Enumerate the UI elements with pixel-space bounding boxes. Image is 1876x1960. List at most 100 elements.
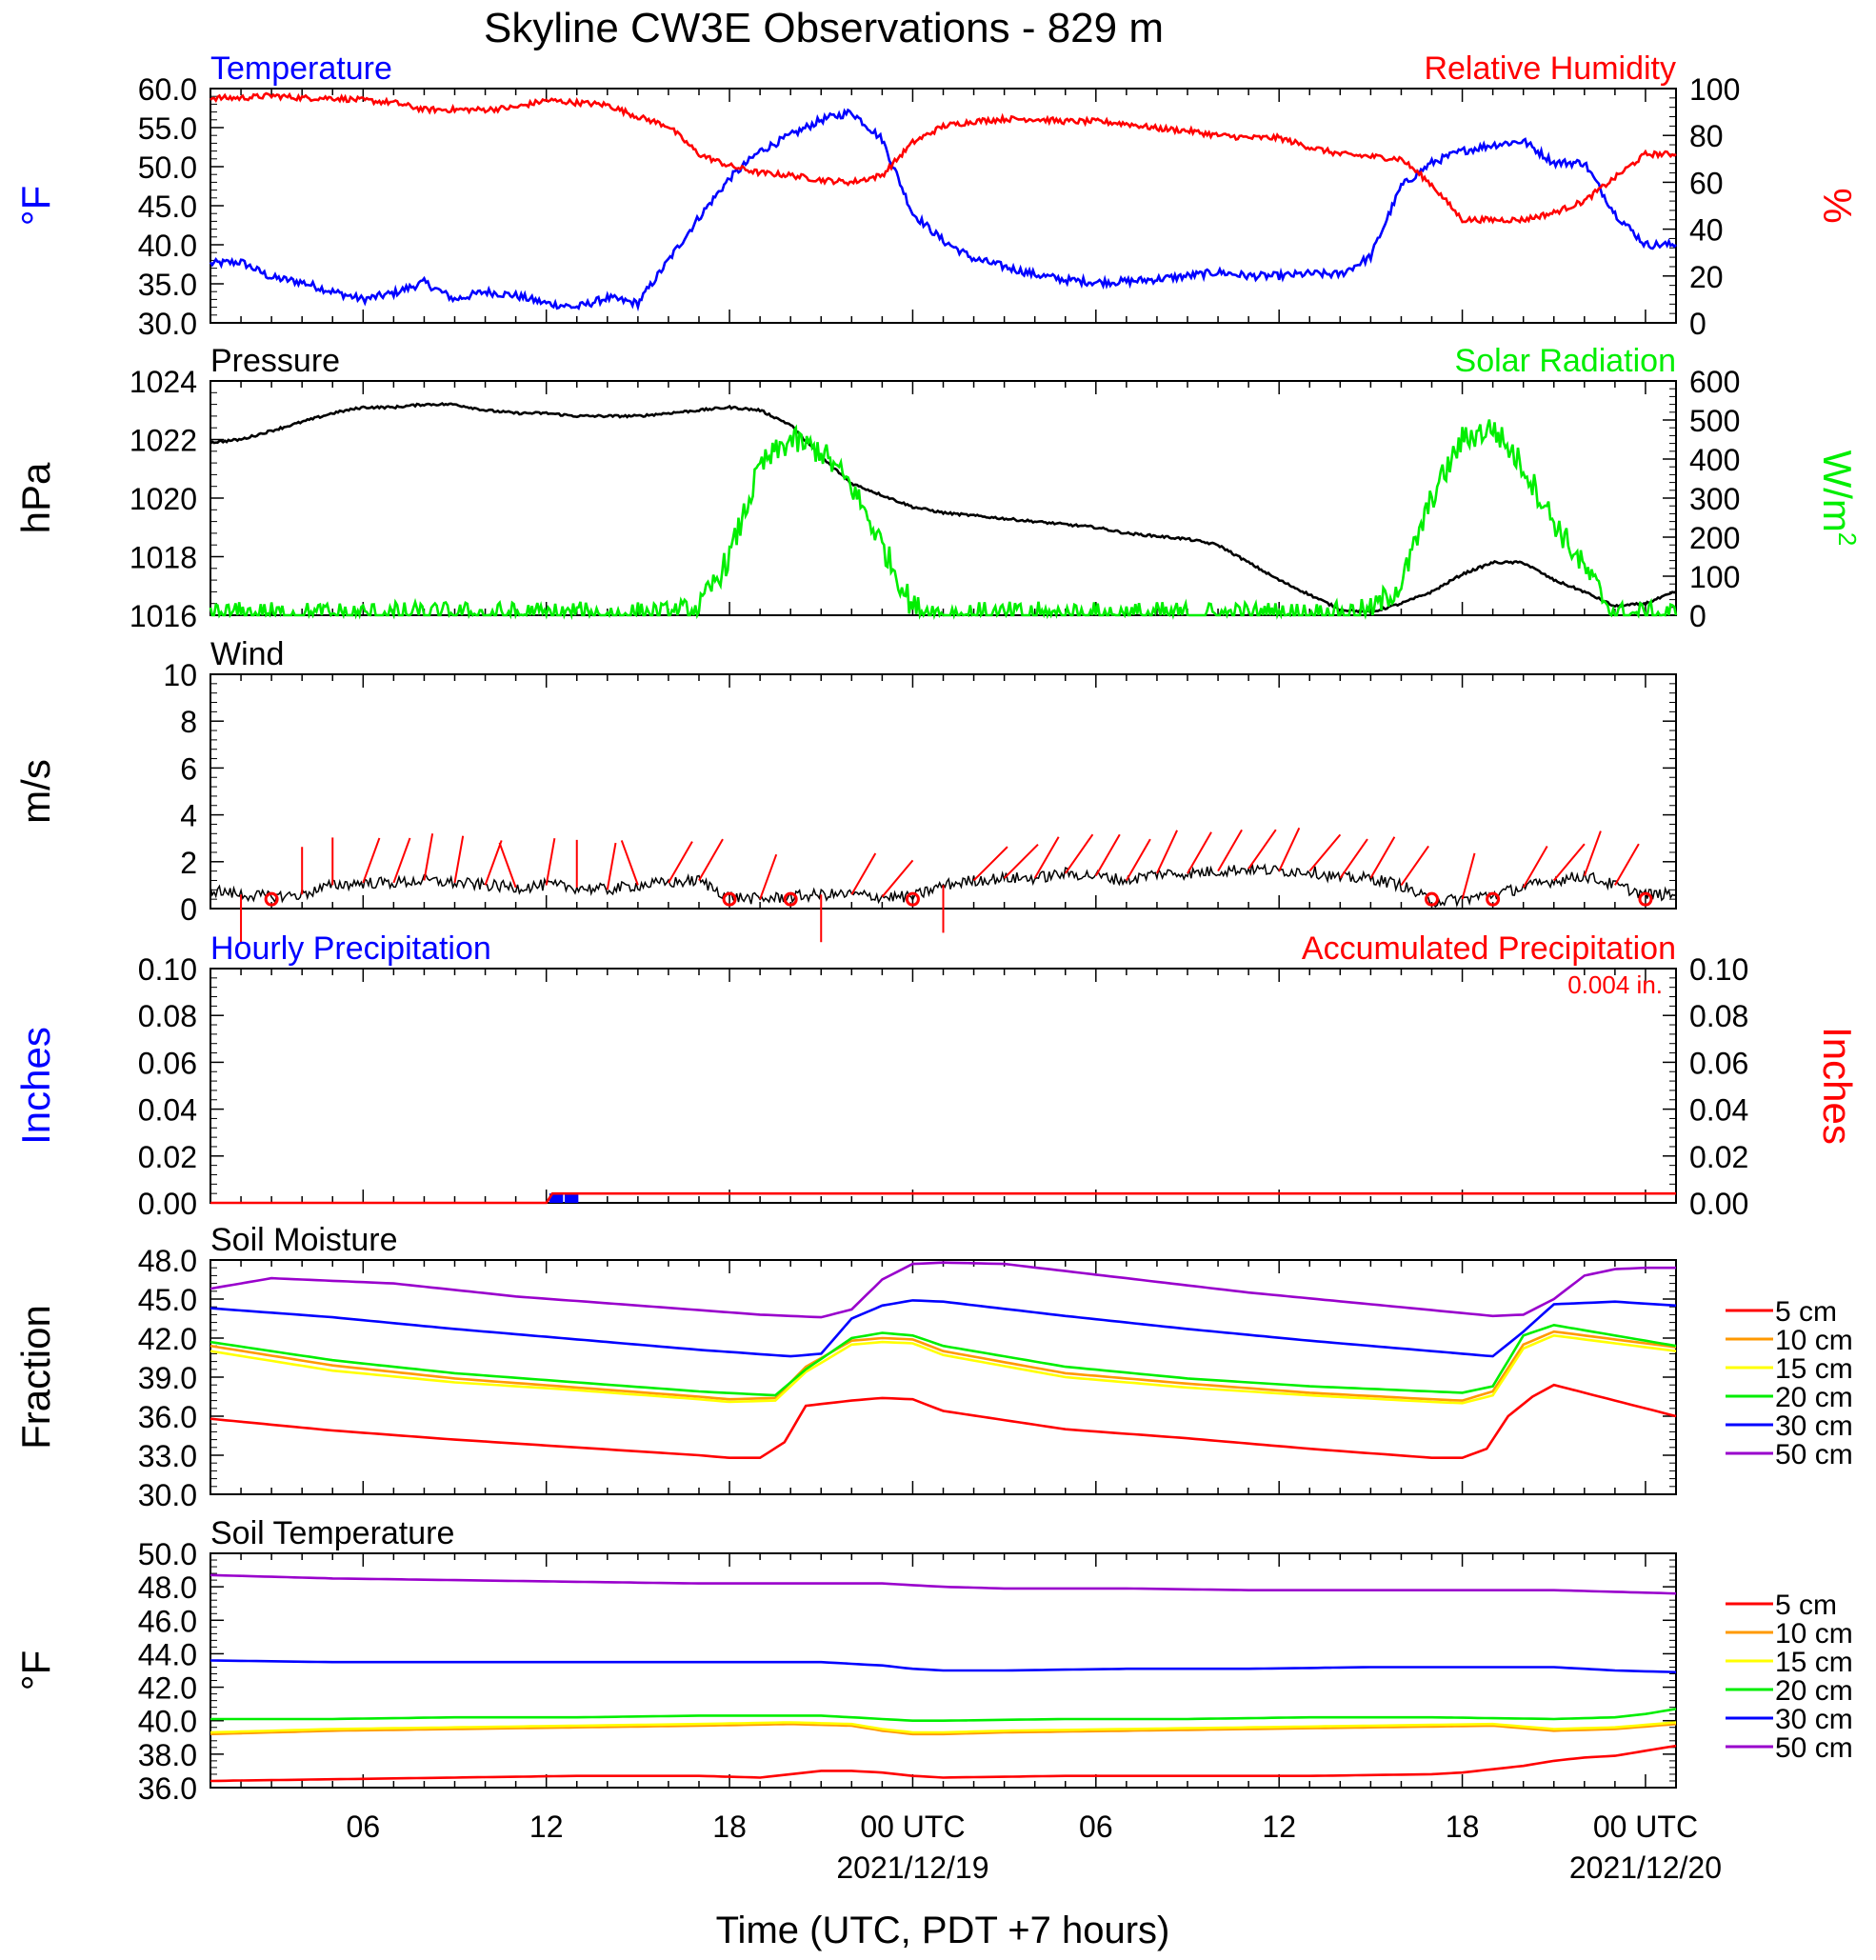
panel-title-left: Soil Temperature [210, 1515, 454, 1551]
y-axis-label-left: m/s [13, 759, 58, 824]
series-line-20cm [210, 1323, 1677, 1397]
y-tick-label-left: 0.00 [138, 1187, 197, 1221]
y-tick-label-left: 35.0 [138, 268, 197, 302]
wind-barb [1278, 827, 1301, 872]
wind-barb [1583, 830, 1602, 876]
wind-barb [606, 842, 617, 890]
y-tick-label-left: 30.0 [138, 307, 197, 341]
legend-label: 50 cm [1775, 1732, 1853, 1764]
panel-temperature: 30.0 35.0 40.0 45.0 50.0 55.0 60.0 0 20 40 60 80 100… [13, 50, 1860, 341]
wind-barb [1003, 843, 1039, 879]
y-tick-label-right: 0.08 [1689, 999, 1748, 1033]
wind-calm-marker [722, 891, 737, 907]
wind-barb [1094, 833, 1121, 877]
series-line-1 [210, 91, 1677, 225]
x-tick-label: 06 [1079, 1810, 1113, 1844]
y-tick-label-right: 0.06 [1689, 1046, 1748, 1080]
wind-barb [1156, 830, 1178, 874]
panel-frame [210, 1259, 1677, 1495]
y-tick-label-left: 0.06 [138, 1046, 197, 1080]
wind-calm-marker [1486, 891, 1501, 907]
precip-total-annotation: 0.004 in. [1567, 970, 1663, 999]
y-tick-label-left: 39.0 [138, 1361, 197, 1395]
figure-title: Skyline CW3E Observations - 829 m [484, 5, 1164, 51]
panel-title-right: Solar Radiation [1455, 343, 1676, 379]
y-tick-label-right: 80 [1689, 119, 1724, 153]
series-line-0 [209, 108, 1677, 312]
y-axis-label-left: °F [13, 186, 58, 226]
y-tick-label-right: 20 [1689, 260, 1724, 294]
series-line-15cm [210, 1333, 1677, 1405]
y-tick-label-left: 46.0 [138, 1604, 197, 1638]
y-tick-label-right: 0.04 [1689, 1093, 1748, 1128]
y-tick-label-left: 0.04 [138, 1093, 197, 1128]
legend-label: 20 cm [1775, 1675, 1853, 1707]
panel-title-left: Hourly Precipitation [210, 930, 491, 967]
y-tick-label-left: 33.0 [138, 1439, 197, 1473]
wind-barb [620, 840, 639, 886]
wind-barb [668, 841, 693, 884]
legend-label: 5 cm [1775, 1296, 1837, 1328]
y-axis-label-left: hPa [13, 462, 58, 533]
wind-barb [1247, 829, 1277, 870]
legend-label: 30 cm [1775, 1704, 1853, 1735]
series-line-20cm [210, 1708, 1677, 1722]
y-tick-label-left: 60.0 [138, 72, 197, 107]
wind-barb [1369, 836, 1396, 879]
wind-barb [1217, 829, 1243, 872]
y-tick-label-left: 4 [180, 799, 197, 833]
precip-bar [564, 1193, 579, 1203]
wind-barb [1064, 833, 1094, 874]
wind-calm-marker [783, 891, 798, 907]
x-tick-label: 12 [529, 1810, 564, 1844]
series-line-15cm [210, 1721, 1677, 1734]
y-axis-label-right: W/m2 [1815, 450, 1862, 547]
wind-barb [1461, 852, 1476, 900]
series-line-30cm [210, 1299, 1677, 1358]
x-tick-label: 00 UTC [1593, 1810, 1698, 1844]
y-tick-label-right: 0.02 [1689, 1140, 1748, 1174]
panel-soil-temperature: 36.038.040.042.044.046.048.050.0 Soil Tem… [13, 1515, 1853, 1806]
series-line-30cm [210, 1659, 1677, 1674]
x-axis-label: Time (UTC, PDT +7 hours) [716, 1910, 1170, 1951]
y-tick-label-left: 40.0 [138, 1705, 197, 1739]
y-tick-label-left: 0 [180, 892, 197, 927]
series-line-10cm [210, 1330, 1677, 1402]
wind-barb [850, 852, 877, 895]
panel-title-left: Pressure [210, 343, 340, 379]
y-tick-label-left: 6 [180, 751, 197, 786]
wind-calm-marker [905, 891, 920, 907]
y-tick-label-right: 400 [1689, 443, 1740, 477]
legend-label: 10 cm [1775, 1618, 1853, 1650]
y-tick-label-left: 1016 [130, 599, 197, 633]
panel-title-left: Soil Moisture [210, 1222, 398, 1258]
x-date-label: 2021/12/20 [1569, 1850, 1722, 1885]
series-line-5cm [210, 1744, 1677, 1783]
y-tick-label-left: 0.02 [138, 1140, 197, 1174]
y-axis-label-right-sup: 2 [1833, 532, 1862, 546]
y-tick-label-right: 0.10 [1689, 952, 1748, 987]
wind-barb [453, 835, 465, 884]
panel-title-left: Temperature [210, 50, 392, 87]
wind-barb [1552, 843, 1586, 882]
wind-barb [1126, 838, 1151, 881]
y-axis-label-left: °F [13, 1650, 58, 1690]
wind-barb [972, 846, 1008, 882]
wind-barb [698, 838, 724, 881]
wind-barb [484, 840, 503, 886]
y-tick-label-right: 100 [1689, 72, 1740, 107]
y-tick-label-left: 8 [180, 705, 197, 739]
legend-label: 15 cm [1775, 1647, 1853, 1678]
wind-calm-marker [264, 891, 279, 907]
y-axis-label-left: Fraction [13, 1305, 58, 1450]
y-tick-label-left: 48.0 [138, 1570, 197, 1605]
precip-bar [549, 1193, 564, 1203]
y-tick-label-left: 10 [163, 658, 197, 692]
legend-label: 15 cm [1775, 1353, 1853, 1385]
y-tick-label-right: 40 [1689, 213, 1724, 248]
x-tick-label: 18 [712, 1810, 747, 1844]
x-axis: 06 12 18 00 UTC 2021/12/19 06 12 18 00 UTC 2021/1… [347, 1810, 1723, 1885]
wind-barb [498, 842, 517, 889]
